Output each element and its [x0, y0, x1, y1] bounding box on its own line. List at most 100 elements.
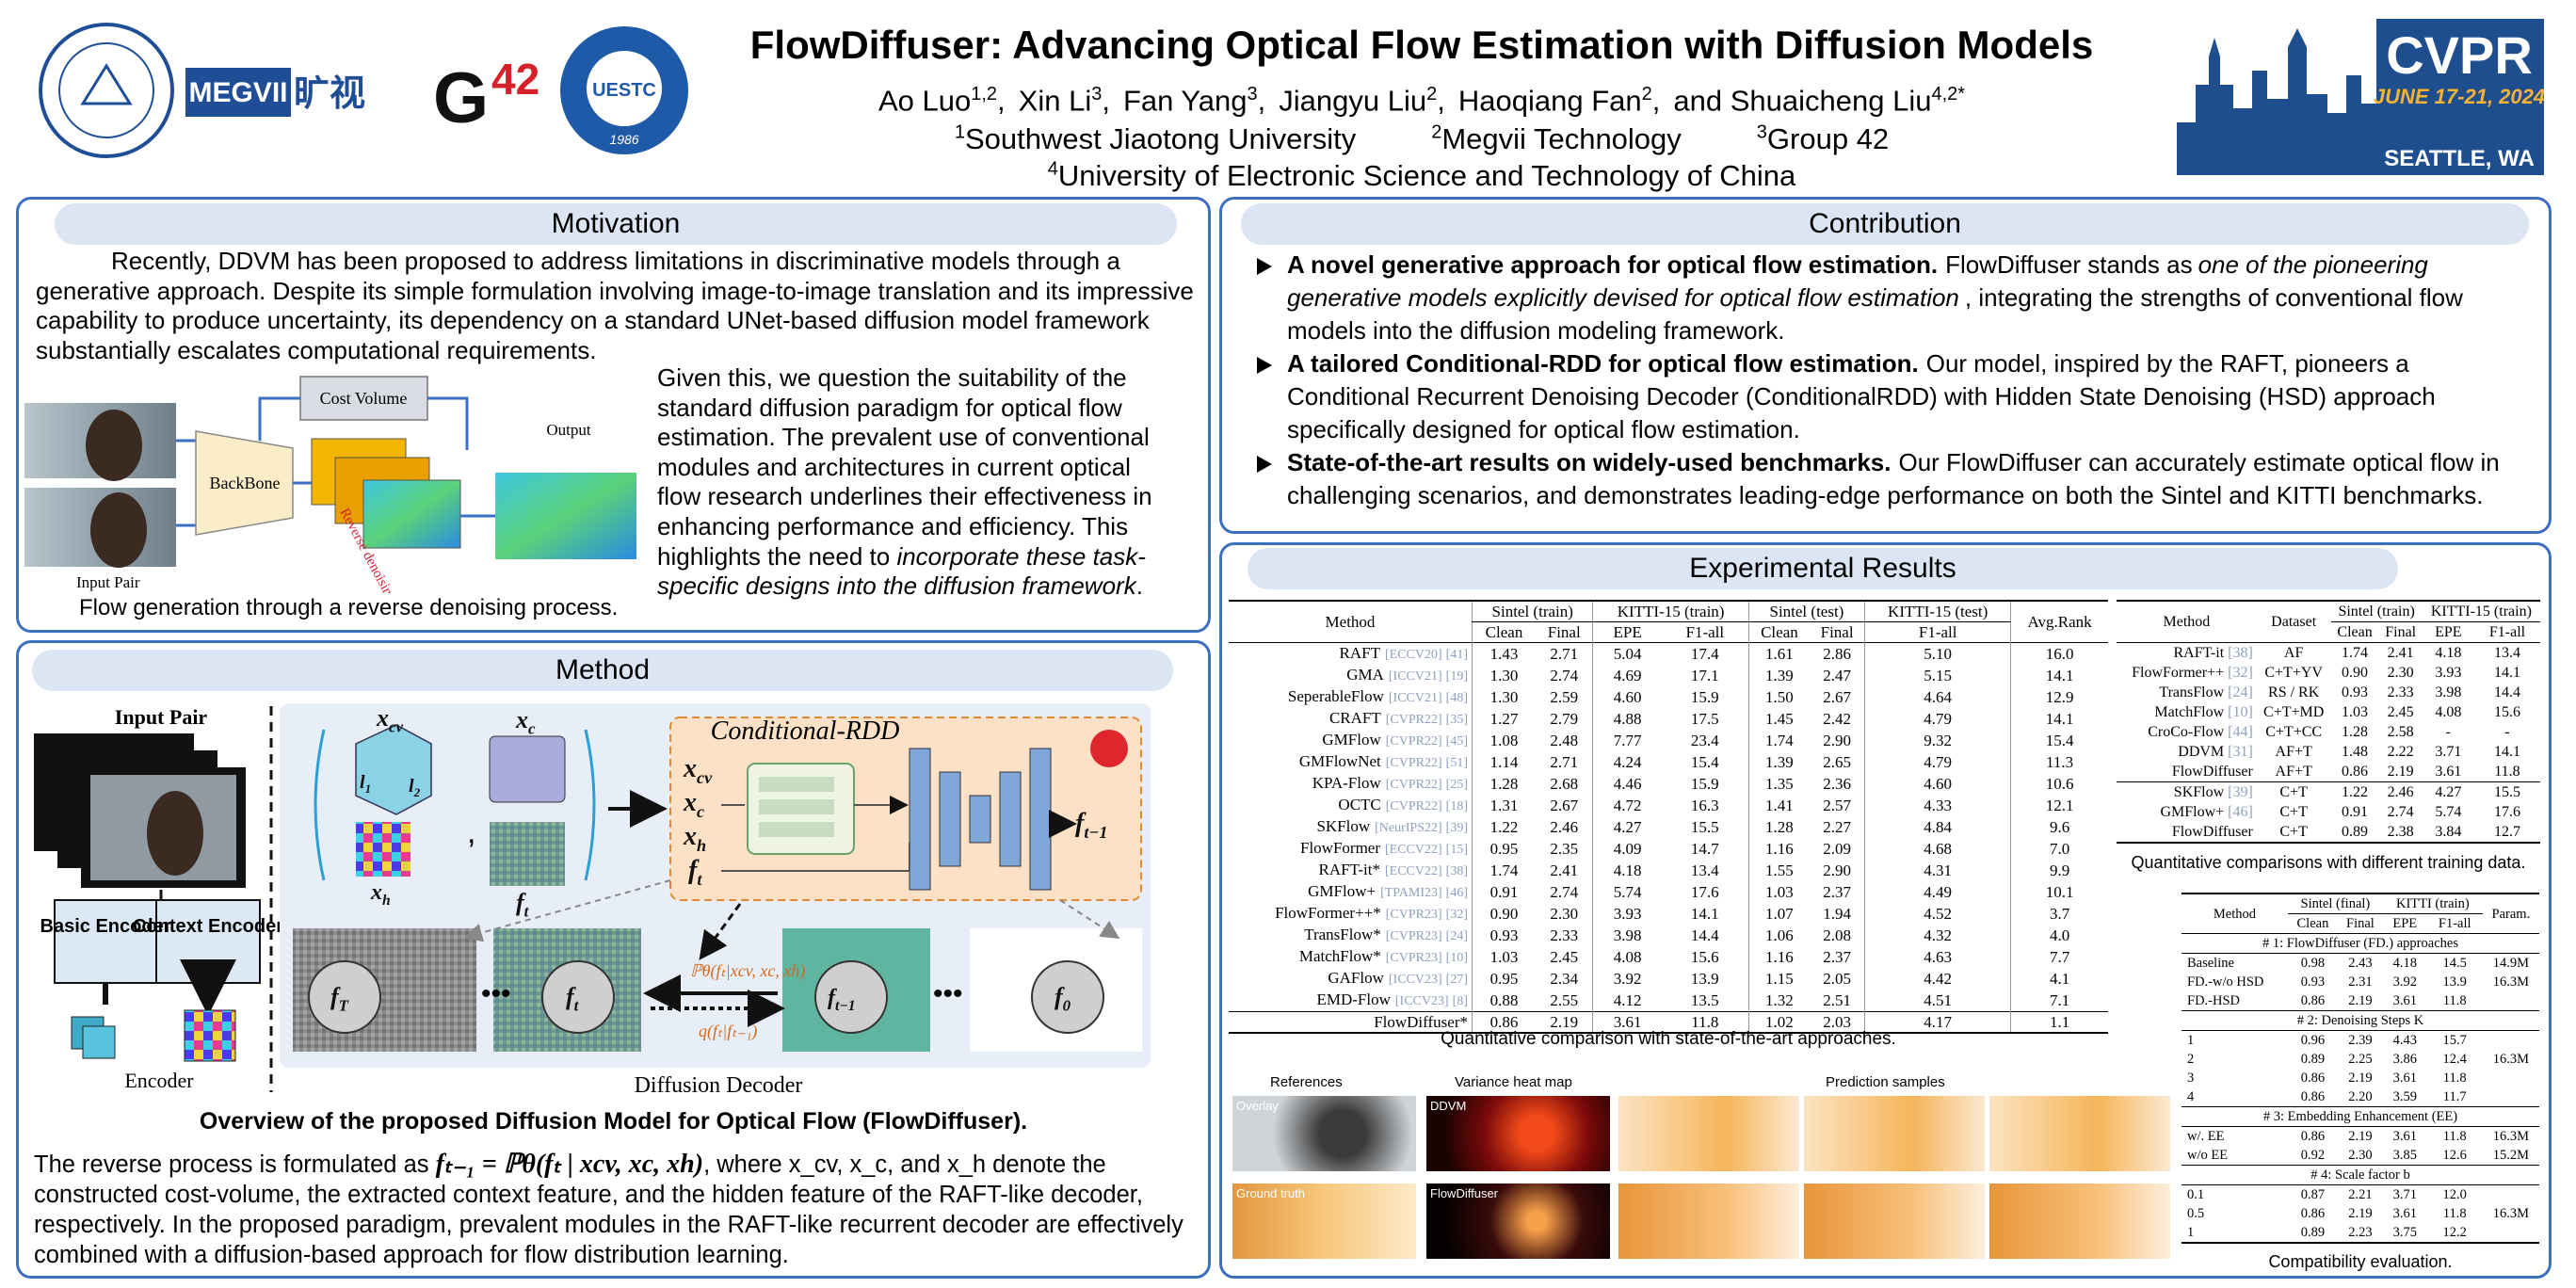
table-cell: 1.16 [1747, 838, 1811, 860]
table-cell: 2.19 [2348, 1129, 2373, 1144]
symbol-main: l [360, 772, 365, 793]
emphasis: one of the pioneering generative models … [1287, 250, 2428, 312]
table-cell: 0.98 [2300, 956, 2326, 971]
basic-encoder-block [54, 899, 157, 984]
table-cell: 2.67 [1550, 797, 1579, 814]
table-cell: 4.12 [1592, 990, 1662, 1012]
row-label: 1 [2187, 1225, 2195, 1240]
affiliations: 4University of Electronic Science and Te… [659, 151, 2184, 195]
method-name: RAFT-it [2173, 645, 2225, 661]
method-cell: SKFlow [NeurIPS22] [39] [1229, 816, 1473, 838]
emphasis: incorporate these task-specific designs … [657, 541, 1146, 601]
bullet-item: A tailored Conditional-RDD for optical f… [1248, 347, 2537, 446]
reference: [24] [1445, 929, 1468, 943]
table-cell: 1.43 [1472, 642, 1537, 665]
figure-shape [86, 410, 142, 481]
table-row: SKFlow [39] C+T 1.22 2.46 4.27 15.5 [2117, 781, 2540, 803]
table-cell: 10.1 [2010, 881, 2108, 903]
bullet-text: FlowDiffuser stands as [1945, 250, 2193, 279]
math-symbol: xcv [683, 754, 713, 787]
section-title: # 1: FlowDiffuser (FD.) approaches [2182, 933, 2539, 954]
dataset-cell: AF [2283, 645, 2304, 661]
method-cell: RAFT [ECCV20] [41] [1229, 643, 1473, 666]
method-cell: FlowFormer [ECCV22] [15] [1229, 838, 1473, 860]
symbol-main: x [376, 704, 389, 732]
table-cell: 1.03 [1747, 881, 1811, 903]
method-cell: FlowFormer++* [CVPR23] [32] [1229, 903, 1473, 925]
table-cell: 2.46 [2387, 784, 2414, 800]
table-cell: 2.27 [1823, 818, 1851, 836]
table-cell: 1.30 [1472, 665, 1537, 686]
sample-image [1989, 1096, 2170, 1171]
param-cell: 16.3M [2492, 1052, 2530, 1067]
table-cell: 2.19 [2348, 1206, 2373, 1221]
inner-block-layer [759, 822, 834, 837]
venue: [ICCV21] [1388, 669, 1442, 684]
row-label: FD.-w/o HSD [2187, 974, 2264, 990]
affiliation: 4University of Electronic Science and Te… [1048, 159, 1796, 192]
cvpr-date: JUNE 17-21, 2024 [2374, 85, 2544, 108]
method-cell: RAFT-it [38] [2117, 643, 2257, 664]
figure-label: Input Pair [76, 573, 140, 591]
table-cell: 2.57 [1823, 797, 1851, 814]
table-cell: 1.39 [1747, 665, 1811, 686]
column-header: Method [1325, 613, 1376, 631]
arrow [699, 903, 742, 960]
dataset-cell: RS / RK [2268, 684, 2320, 700]
table-cell: 2.59 [1550, 688, 1579, 706]
method-panel [16, 640, 1211, 1279]
table-row: MatchFlow* [CVPR23] [10] 1.03 2.45 4.08 15.6 1.… [1229, 946, 2108, 968]
table-cell: 2.58 [2387, 724, 2414, 740]
table-cell: 11.8 [2442, 993, 2467, 1008]
uestc-text: UESTC [592, 80, 656, 101]
table-cell: 3.86 [2392, 1052, 2417, 1067]
inner-block-layer [759, 799, 834, 814]
column-header: F1-all [2488, 624, 2526, 640]
section-row: # 1: FlowDiffuser (FD.) approaches [2182, 933, 2539, 954]
table-row: RAFT-it* [ECCV22] [38] 1.74 2.41 4.18 13.4 1.55… [1229, 860, 2108, 881]
param-cell: 16.3M [2492, 974, 2530, 990]
table-cell: 3.61 [2392, 1206, 2417, 1221]
table-cell: 5.74 [1592, 881, 1662, 903]
table-cell: 2.37 [1823, 948, 1851, 966]
method-cell: FlowDiffuser [2117, 822, 2257, 843]
table-cell: 3.75 [2392, 1225, 2417, 1240]
table-cell: 2.19 [1550, 1013, 1579, 1031]
text: Basic Encoder [40, 916, 171, 937]
table-cell: 3.85 [2392, 1148, 2417, 1163]
reference: [24] [2228, 684, 2253, 700]
method-name: FlowFormer [1300, 839, 1380, 857]
table-row: SeperableFlow [ICCV21] [48] 1.30 2.59 4.60 15.… [1229, 686, 2108, 708]
table-row: GMFlow+ [46] C+T 0.91 2.74 5.74 17.6 [2117, 802, 2540, 822]
reference: [48] [1445, 691, 1468, 705]
table-row: DDVM [31] AF+T 1.48 2.22 3.71 14.1 [2117, 742, 2540, 762]
method-cell: OCTC [CVPR22] [18] [1229, 795, 1473, 816]
row-label: Baseline [2187, 956, 2234, 971]
output-flow [495, 473, 636, 559]
table-cell: 12.4 [2442, 1052, 2467, 1067]
cvpr-name: CVPR [2386, 25, 2533, 85]
method-name: RAFT [1339, 644, 1380, 662]
method-name: GAFlow [1328, 969, 1384, 987]
affiliation: 2Megvii Technology [1431, 122, 1682, 155]
table-cell: 2.74 [2387, 804, 2414, 820]
section-title: # 2: Denoising Steps K [2182, 1010, 2539, 1031]
text: . [1135, 572, 1143, 601]
paragraph: Recently, DDVM has been proposed to addr… [36, 247, 1194, 364]
table-cell: 0.91 [2342, 804, 2369, 820]
table-cell: 2.86 [1823, 645, 1851, 663]
arrow [258, 396, 469, 450]
header-row: Method Sintel (train) KITTI-15 (train) Sint… [1229, 601, 2108, 643]
table-cell: 2.51 [1823, 991, 1851, 1009]
column-header: Final [1547, 623, 1581, 641]
table-cell: 14.7 [1690, 840, 1719, 858]
row-label: w/. EE [2187, 1129, 2225, 1144]
table-cell: 1.39 [1747, 751, 1811, 773]
affiliation-mark: 3 [1756, 122, 1767, 143]
venue: [CVPR22] [1385, 734, 1442, 749]
table-row: KPA-Flow [CVPR22] [25] 1.28 2.68 4.46 15.9 1.35… [1229, 773, 2108, 795]
formula: fₜ₋₁ = ℙθ(fₜ | xcv, xc, xh) [435, 1150, 704, 1179]
sample-images: References Variance heat map Prediction sa… [1232, 1072, 2174, 1275]
table-cell: 4.64 [1864, 686, 2011, 708]
table-cell: 2.05 [1823, 970, 1851, 988]
